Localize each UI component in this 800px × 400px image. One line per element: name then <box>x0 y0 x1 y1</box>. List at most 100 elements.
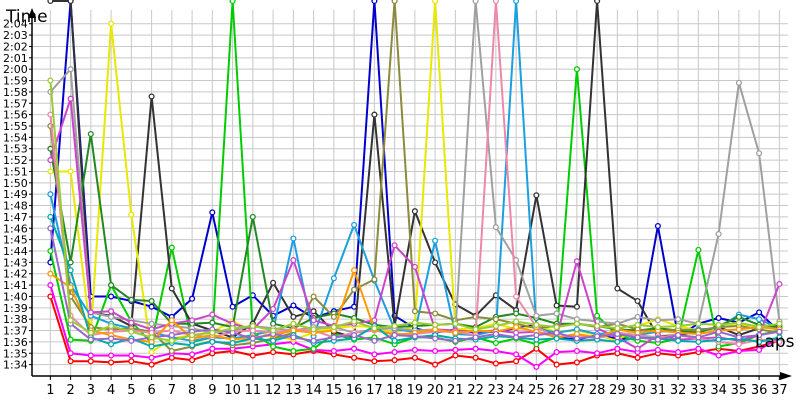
data-point <box>249 335 256 342</box>
data-point <box>756 332 763 339</box>
y-tick-label: 2:03 <box>3 29 28 42</box>
data-point <box>108 308 115 315</box>
data-point <box>351 354 358 361</box>
data-point <box>87 130 94 138</box>
data-point <box>67 66 74 73</box>
data-point <box>391 349 398 356</box>
data-point <box>452 346 459 353</box>
data-point <box>108 282 115 289</box>
data-point <box>614 330 621 338</box>
data-point <box>128 211 135 218</box>
data-point <box>168 337 175 344</box>
data-point <box>756 309 763 316</box>
ticks: 1:341:351:361:371:381:391:401:411:421:43… <box>3 18 788 398</box>
x-tick-label: 22 <box>467 383 484 398</box>
y-tick-label: 1:57 <box>3 97 28 110</box>
x-tick-label: 30 <box>629 383 646 398</box>
data-point <box>715 352 722 359</box>
data-point <box>290 257 297 264</box>
data-point <box>735 319 742 326</box>
data-point <box>108 359 115 366</box>
data-point <box>67 0 74 5</box>
data-point <box>47 247 54 255</box>
data-point <box>492 339 499 347</box>
data-point <box>168 332 175 339</box>
x-tick-label: 16 <box>346 383 363 398</box>
data-point <box>513 293 520 300</box>
data-point <box>128 296 135 303</box>
x-tick-label: 32 <box>670 383 687 398</box>
data-point <box>310 317 317 324</box>
data-point <box>148 349 155 356</box>
data-point <box>209 209 216 216</box>
data-point <box>513 0 520 5</box>
x-tick-label: 23 <box>488 383 505 398</box>
x-tick-label: 33 <box>690 383 707 398</box>
x-tick-label: 2 <box>66 383 74 398</box>
data-point <box>735 347 742 355</box>
data-point <box>634 354 641 361</box>
x-tick-label: 4 <box>107 383 115 398</box>
data-point <box>371 358 378 365</box>
data-point <box>189 317 196 324</box>
data-point <box>351 332 358 339</box>
data-point <box>776 280 783 288</box>
data-point <box>614 285 621 292</box>
data-point <box>351 286 358 293</box>
y-axis-arrow-icon <box>28 8 36 18</box>
data-point <box>756 316 763 323</box>
data-point <box>391 322 398 330</box>
data-point <box>351 318 358 325</box>
x-tick-label: 28 <box>589 383 606 398</box>
data-point <box>189 351 196 358</box>
data-point <box>371 0 378 5</box>
data-point <box>675 349 682 356</box>
data-point <box>654 346 661 353</box>
data-point <box>533 321 540 328</box>
data-point <box>270 305 277 313</box>
data-point <box>330 324 337 331</box>
y-tick-label: 1:50 <box>3 177 28 190</box>
data-point <box>128 319 135 326</box>
data-point <box>735 334 742 341</box>
data-point <box>695 334 702 341</box>
data-point <box>391 357 398 364</box>
data-point <box>776 320 783 327</box>
y-tick-label: 1:56 <box>3 109 28 122</box>
x-tick-label: 17 <box>366 383 383 398</box>
data-point <box>776 328 783 335</box>
y-tick-label: 1:53 <box>3 143 28 156</box>
data-point <box>47 213 54 220</box>
y-tick-label: 2:01 <box>3 52 28 65</box>
data-point <box>472 326 479 333</box>
data-point <box>87 358 94 365</box>
data-point <box>553 329 560 336</box>
data-point <box>654 222 661 230</box>
data-point <box>249 352 256 359</box>
data-point <box>148 334 155 341</box>
y-tick-label: 1:41 <box>3 279 28 292</box>
data-point <box>654 324 661 331</box>
x-tick-label: 34 <box>710 383 727 398</box>
data-point <box>452 337 459 344</box>
data-point <box>391 337 398 344</box>
data-point <box>148 343 155 350</box>
data-point <box>67 95 74 102</box>
data-point <box>411 354 418 361</box>
data-point <box>87 329 94 336</box>
data-point <box>67 350 74 357</box>
data-point <box>634 334 641 341</box>
data-point <box>351 221 358 228</box>
data-point <box>513 334 520 341</box>
data-point <box>594 333 601 340</box>
data-point <box>492 360 499 367</box>
data-point <box>290 347 297 355</box>
data-point <box>229 339 236 347</box>
data-point <box>492 347 499 355</box>
data-point <box>128 328 135 335</box>
data-point <box>270 279 277 286</box>
data-point <box>675 316 682 323</box>
x-axis-title: Laps <box>755 332 795 352</box>
data-point <box>189 342 196 349</box>
data-point <box>573 258 580 265</box>
